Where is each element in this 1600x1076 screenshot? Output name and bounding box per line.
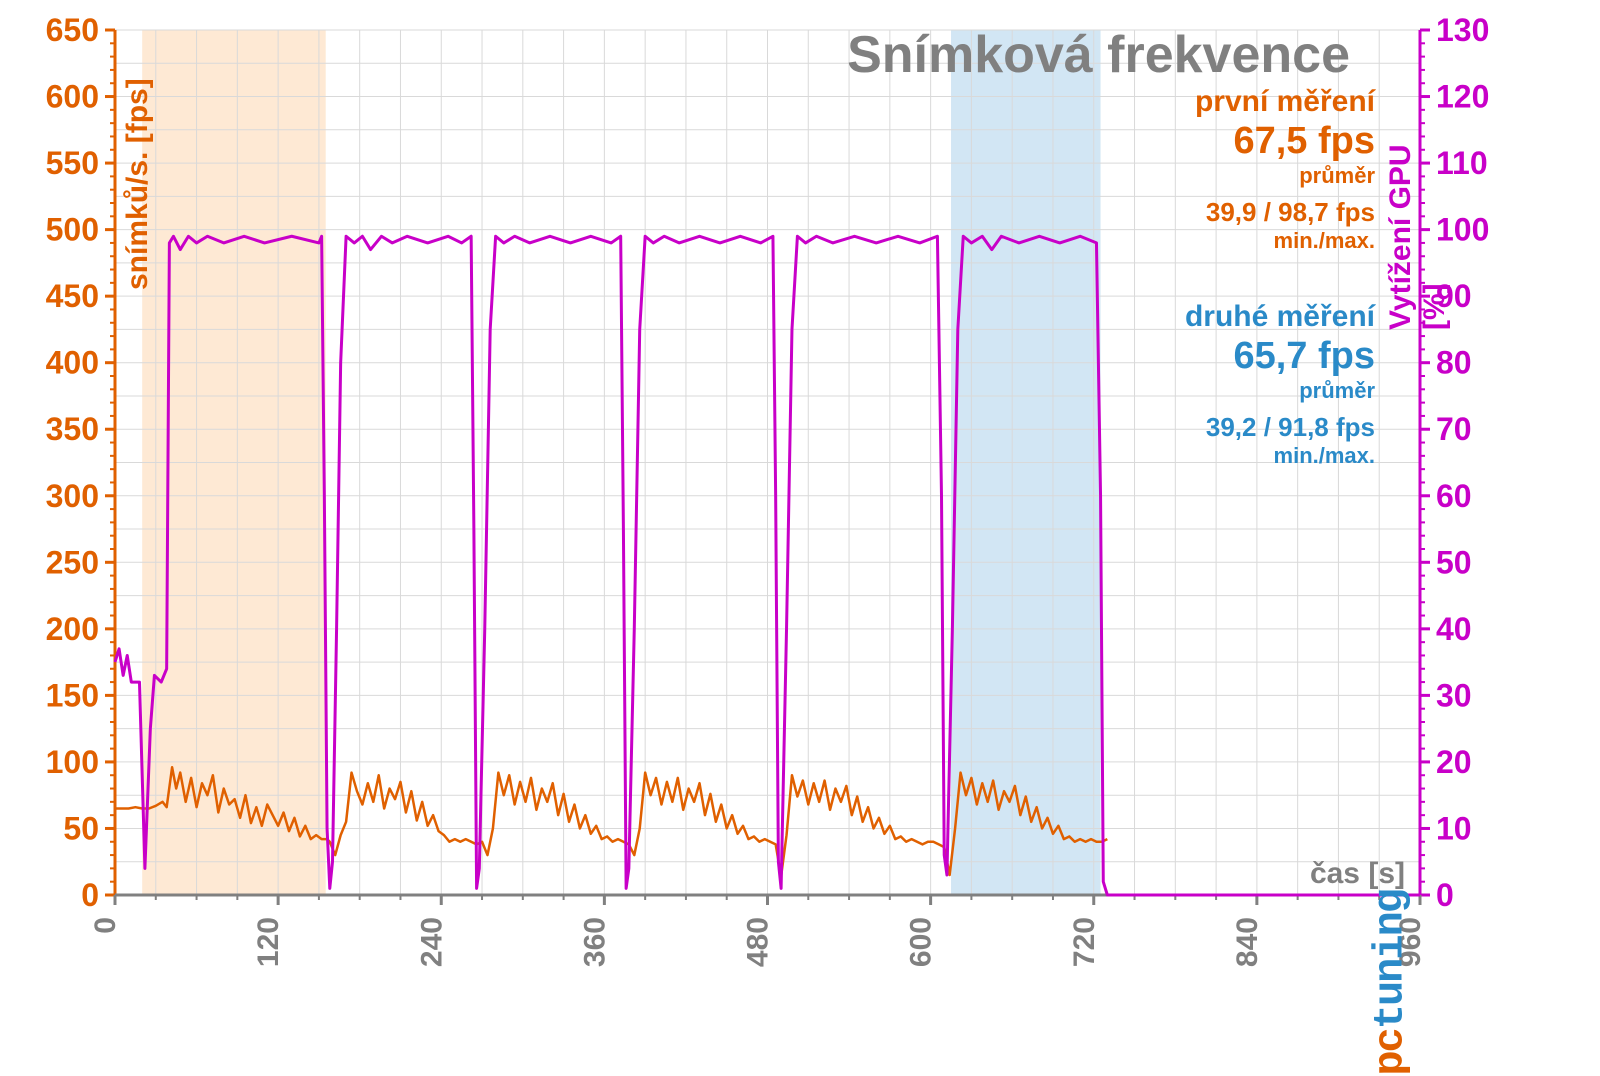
y-left-tick: 100	[46, 744, 99, 780]
y-right-tick: 80	[1436, 345, 1472, 381]
x-tick: 240	[415, 917, 448, 967]
stats-second-avg-sub: průměr	[1185, 378, 1375, 403]
logo-tuning-text: tuning	[1367, 890, 1415, 1029]
y-right-tick: 70	[1436, 411, 1472, 447]
x-tick: 120	[252, 917, 285, 967]
y-right-tick: 20	[1436, 744, 1472, 780]
x-tick: 0	[89, 917, 122, 934]
y-left-tick: 500	[46, 212, 99, 248]
y-right-tick: 130	[1436, 12, 1489, 48]
y-axis-left-label: snímků/s. [fps]	[121, 78, 155, 290]
x-tick: 600	[905, 917, 938, 967]
y-left-tick: 300	[46, 478, 99, 514]
x-tick: 360	[578, 917, 611, 967]
y-left-tick: 50	[63, 810, 99, 846]
y-axis-right-label: Vytížení GPU [%]	[1384, 114, 1452, 330]
stats-second-mm-sub: min./max.	[1185, 443, 1375, 468]
y-left-tick: 550	[46, 145, 99, 181]
stats-first-measurement: první měření 67,5 fps průměr 39,9 / 98,7…	[1195, 85, 1375, 254]
y-right-tick: 60	[1436, 478, 1472, 514]
x-axis-label: čas [s]	[1310, 857, 1405, 891]
y-left-tick: 450	[46, 278, 99, 314]
stats-first-avg-sub: průměr	[1195, 163, 1375, 188]
stats-second-avg: 65,7 fps	[1185, 335, 1375, 379]
stats-first-heading: první měření	[1195, 85, 1375, 120]
stats-second-minmax: 39,2 / 91,8 fps	[1185, 413, 1375, 443]
y-left-tick: 350	[46, 411, 99, 447]
pctuning-logo: pctuning	[1367, 890, 1415, 1076]
x-tick: 840	[1231, 917, 1264, 967]
x-tick: 720	[1068, 917, 1101, 967]
stats-first-avg: 67,5 fps	[1195, 120, 1375, 164]
y-right-tick: 50	[1436, 544, 1472, 580]
stats-second-heading: druhé měření	[1185, 300, 1375, 335]
y-left-tick: 650	[46, 12, 99, 48]
logo-pc-text: pc	[1367, 1029, 1415, 1075]
y-left-tick: 600	[46, 79, 99, 115]
y-right-tick: 0	[1436, 877, 1454, 913]
y-left-tick: 200	[46, 611, 99, 647]
stats-first-mm-sub: min./max.	[1195, 228, 1375, 253]
stats-second-measurement: druhé měření 65,7 fps průměr 39,2 / 91,8…	[1185, 300, 1375, 469]
y-left-tick: 150	[46, 677, 99, 713]
stats-first-minmax: 39,9 / 98,7 fps	[1195, 198, 1375, 228]
y-right-tick: 10	[1436, 810, 1472, 846]
y-right-tick: 40	[1436, 611, 1472, 647]
y-right-tick: 30	[1436, 677, 1472, 713]
chart-title: Snímková frekvence	[847, 25, 1350, 85]
y-left-tick: 0	[81, 877, 99, 913]
x-tick: 480	[742, 917, 775, 967]
y-left-tick: 250	[46, 544, 99, 580]
y-right-tick: 120	[1436, 79, 1489, 115]
y-left-tick: 400	[46, 345, 99, 381]
